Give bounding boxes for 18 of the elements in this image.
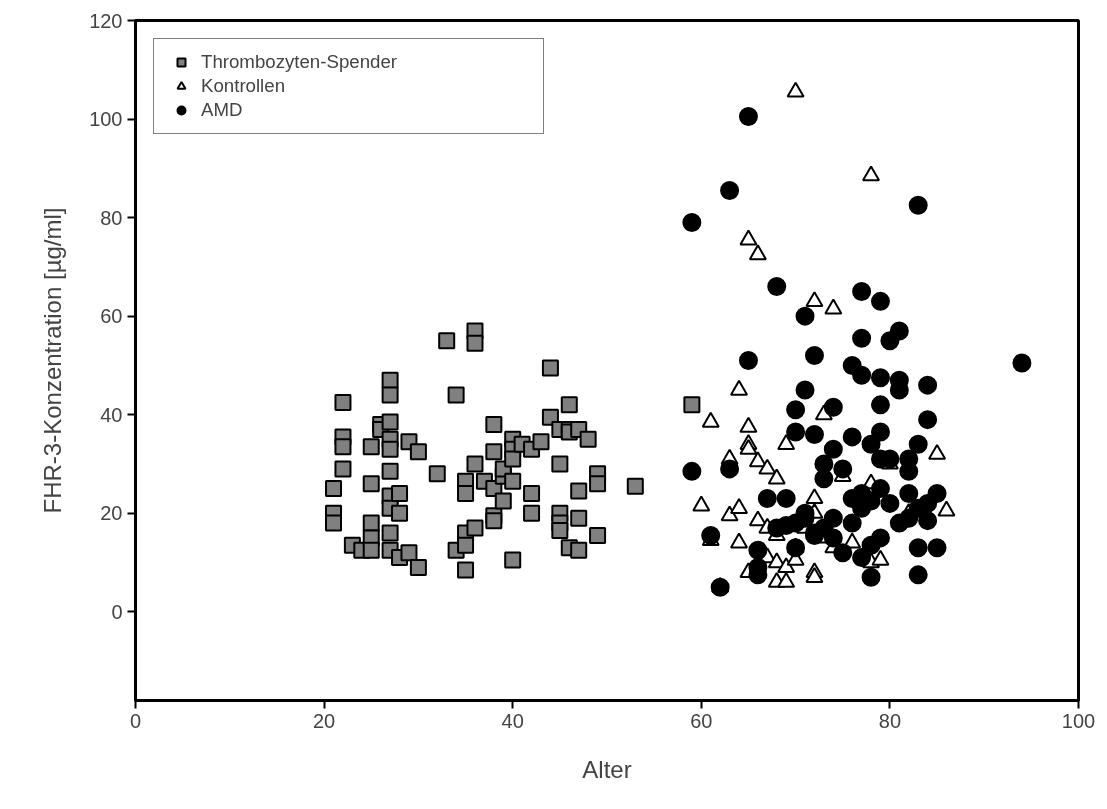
y-tick-label: 40 bbox=[100, 403, 123, 426]
y-tick-label: 100 bbox=[89, 108, 123, 131]
y-tick-label: 80 bbox=[100, 206, 123, 229]
x-tick-label: 20 bbox=[312, 709, 336, 732]
y-tick-label: 120 bbox=[89, 9, 123, 32]
y-tick-label: 0 bbox=[111, 600, 123, 623]
y-axis-title: FHR-3-Konzentration [µg/ml] bbox=[39, 207, 67, 514]
x-tick-label: 80 bbox=[878, 709, 902, 732]
y-tick-label: 20 bbox=[100, 502, 123, 525]
x-tick-label: 100 bbox=[1061, 709, 1096, 732]
y-tick-label: 60 bbox=[100, 305, 123, 328]
legend-label: Thrombozyten-Spender bbox=[201, 51, 398, 73]
x-tick-label: 60 bbox=[690, 709, 713, 732]
legend-label: Kontrollen bbox=[201, 75, 286, 97]
x-tick-label: 0 bbox=[129, 709, 142, 732]
x-tick-label: 40 bbox=[501, 709, 524, 732]
x-axis-title: Alter bbox=[582, 755, 632, 783]
legend-label: AMD bbox=[201, 99, 244, 121]
